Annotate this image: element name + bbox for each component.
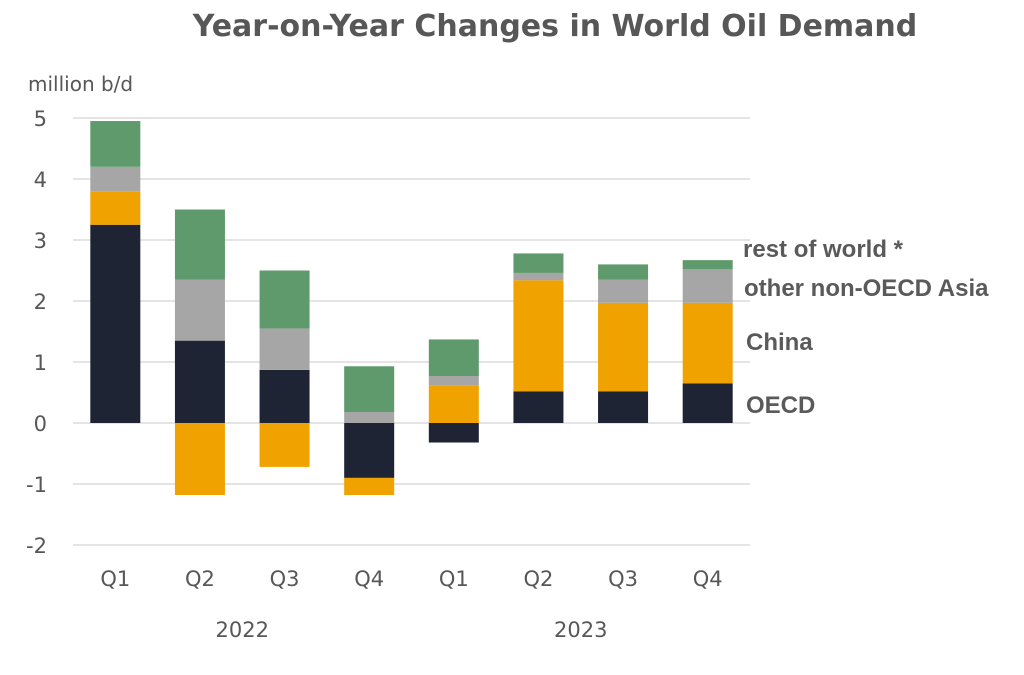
bar-segment-rest-of-world (90, 121, 141, 167)
legend-label-other-non-oecd-asia: other non-OECD Asia (744, 275, 989, 302)
bar-segment-rest-of-world (428, 339, 479, 377)
bar-segment-oecd (682, 383, 733, 423)
bar-segment-oecd (513, 391, 564, 423)
bar-segment-oecd (174, 340, 225, 423)
gridlines (73, 117, 750, 546)
bar-segment-other-non-oecd-asia (513, 272, 564, 281)
bar-segment-other-non-oecd-asia (682, 269, 733, 303)
y-axis-unit-label: million b/d (28, 72, 133, 96)
bar-segment-other-non-oecd-asia (90, 166, 141, 192)
y-tick-label: 2 (34, 290, 47, 314)
bar-segment-other-non-oecd-asia (598, 279, 649, 303)
x-category-label: Q3 (270, 567, 300, 591)
y-tick-label: -1 (26, 473, 47, 497)
x-category-label: Q1 (439, 567, 469, 591)
y-tick-label: -2 (26, 534, 47, 558)
x-axis-year-groups: 2022 2023 (216, 618, 608, 642)
bar-segment-oecd (428, 423, 479, 443)
y-tick-label: 3 (34, 229, 47, 253)
bar-segment-oecd (90, 224, 141, 423)
bar-segment-china (259, 423, 310, 467)
x-axis-categories: Q1 Q2 Q3 Q4 Q1 Q2 Q3 Q4 (100, 567, 722, 591)
bar-segment-rest-of-world (513, 253, 564, 273)
x-category-label: Q2 (185, 567, 215, 591)
bar-segment-china (90, 191, 141, 225)
bar-segment-rest-of-world (174, 209, 225, 280)
x-group-label: 2022 (216, 618, 269, 642)
bar-segment-china (344, 477, 395, 495)
legend-label-rest-of-world: rest of world * (743, 236, 904, 263)
bar-segment-rest-of-world (344, 366, 395, 413)
bar-segment-oecd (259, 369, 310, 423)
bar-segment-china (428, 385, 479, 423)
y-tick-label: 5 (34, 107, 47, 131)
legend: OECD China other non-OECD Asia rest of worl… (743, 236, 989, 419)
bar-segment-rest-of-world (598, 264, 649, 280)
chart-title: Year-on-Year Changes in World Oil Demand (192, 9, 918, 44)
legend-label-oecd: OECD (746, 392, 815, 419)
bar-segment-china (174, 423, 225, 495)
bar-segment-other-non-oecd-asia (428, 376, 479, 386)
legend-label-china: China (746, 329, 813, 356)
bar-segment-china (682, 302, 733, 384)
x-category-label: Q4 (354, 567, 384, 591)
bar-segment-other-non-oecd-asia (259, 328, 310, 370)
bar-segment-china (513, 280, 564, 392)
y-tick-label: 1 (34, 351, 47, 375)
x-category-label: Q4 (693, 567, 723, 591)
bar-segment-rest-of-world (259, 270, 310, 329)
bar-segment-rest-of-world (682, 260, 733, 270)
x-group-label: 2023 (554, 618, 607, 642)
bar-segment-oecd (344, 423, 395, 478)
x-category-label: Q1 (100, 567, 130, 591)
bars (90, 121, 733, 495)
x-category-label: Q2 (523, 567, 553, 591)
bar-segment-oecd (598, 391, 649, 423)
bar-segment-other-non-oecd-asia (344, 412, 395, 423)
x-category-label: Q3 (608, 567, 638, 591)
bar-segment-other-non-oecd-asia (174, 279, 225, 341)
y-tick-label: 0 (34, 412, 47, 436)
bar-segment-china (598, 302, 649, 392)
y-tick-label: 4 (34, 168, 47, 192)
y-axis-ticks: 5 4 3 2 1 0 -1 -2 (26, 107, 47, 558)
